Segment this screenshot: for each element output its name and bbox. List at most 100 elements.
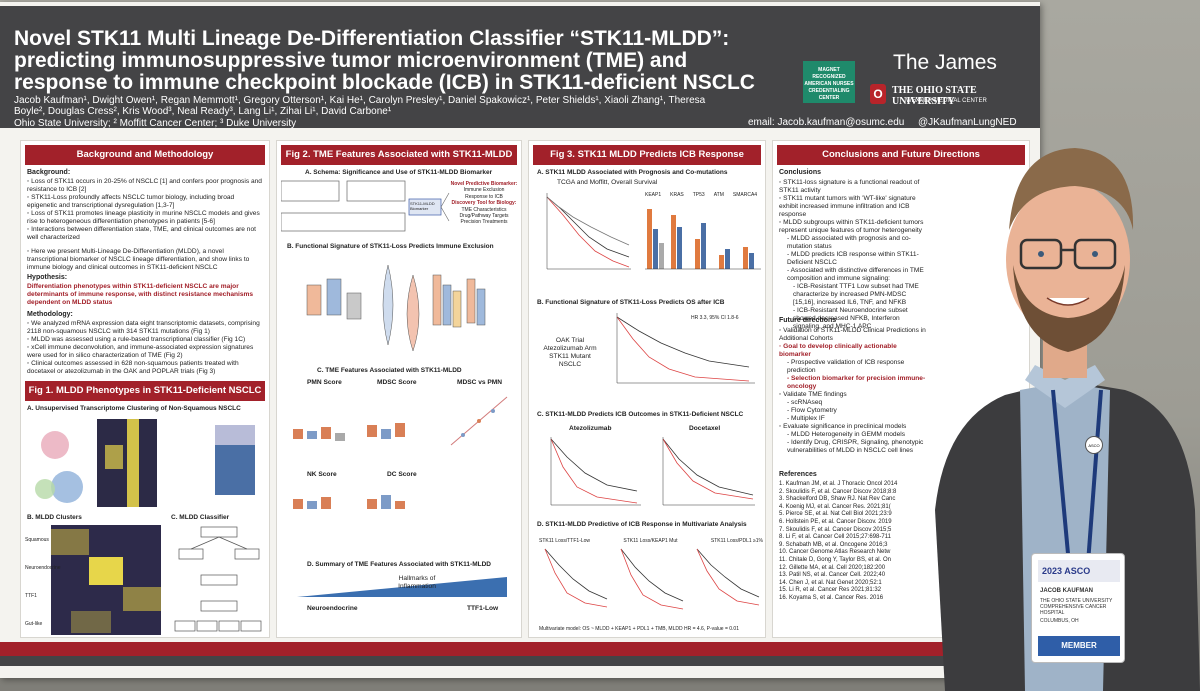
fig3d-survival bbox=[544, 548, 760, 610]
poster-footer-band bbox=[0, 642, 1040, 656]
fig2c-dc-label: DC Score bbox=[387, 471, 417, 478]
fig2b-label: B. Functional Signature of STK11-Loss Pr… bbox=[287, 243, 494, 250]
reference-item: 11. Chitale D, Gong Y, Taylor BS, et al.… bbox=[779, 556, 891, 563]
fig3b-trial: OAK Trial Atezolizumab Arm STK11 Mutant … bbox=[543, 337, 597, 368]
fig2c-panels bbox=[293, 396, 508, 509]
background-label: Background: bbox=[27, 169, 71, 176]
fig1c-label: C. MLDD Classifier bbox=[171, 514, 230, 521]
fig3a-subtitle: TCGA and Moffitt, Overall Survival bbox=[557, 179, 658, 186]
badge-year: 2023 ASCO bbox=[1038, 560, 1120, 582]
column-icb: Fig 3. STK11 MLDD Predicts ICB Response … bbox=[528, 140, 766, 638]
hypothesis-label: Hypothesis: bbox=[27, 274, 68, 281]
fig1a-label: A. Unsupervised Transcriptome Clustering… bbox=[27, 405, 241, 412]
reference-item: 1. Kaufman JM, et al. J Thoracic Oncol 2… bbox=[779, 481, 898, 487]
conference-badge: 2023 ASCO JACOB KAUFMAN THE OHIO STATE U… bbox=[1031, 553, 1125, 663]
methods-item: ◦ MLDD was assessed using a rule-based t… bbox=[27, 336, 246, 343]
reference-item: 14. Chen J, et al. Nat Genet 2020;52:1 bbox=[779, 579, 882, 586]
background-item: ◦ STK11-Loss profoundly affects NSCLC tu… bbox=[27, 194, 235, 209]
poster-authors: Jacob Kaufman¹, Dwight Owen¹, Regan Memm… bbox=[14, 95, 706, 117]
future-item: ◦ Validate TME findings bbox=[779, 391, 847, 398]
reference-item: 10. Cancer Genome Atlas Research Netw bbox=[779, 549, 891, 556]
fig2d-summary bbox=[297, 577, 507, 597]
badge-city: COLUMBUS, OH bbox=[1040, 618, 1079, 624]
fig3d-label: D. STK11-MLDD Predictive of ICB Response… bbox=[537, 521, 747, 528]
reference-item: 8. Li F, et al. Cancer Cell 2015;27:698-… bbox=[779, 534, 891, 541]
osu-logo-icon: O bbox=[870, 84, 886, 104]
fig3d-panel-label: STK11 Loss/TTF1-Low bbox=[539, 538, 591, 544]
fig2d-center: Hallmarks of Inflammation bbox=[398, 575, 436, 590]
section-head-background: Background and Methodology bbox=[25, 145, 265, 165]
fig1c-classifier-tree bbox=[174, 526, 262, 632]
poster-title: Novel STK11 Multi Lineage De-Differentia… bbox=[14, 27, 755, 94]
fig2c-mdsc-label: MDSC Score bbox=[377, 379, 417, 386]
lanyard-tag: ASCO bbox=[1085, 436, 1103, 454]
conclusions-list: ◦ STK11-loss signature is a functional r… bbox=[779, 179, 929, 331]
future-item: - scRNAseq bbox=[787, 399, 823, 406]
fig2a-outcome: TME Characteristics bbox=[461, 206, 507, 213]
fig3d-panel-label: STK11 Loss/KEAP1 Mut bbox=[623, 538, 678, 544]
fig3c-atezo: Atezolizumab bbox=[569, 425, 612, 432]
conclusion-item: - MLDD associated with prognosis and co-… bbox=[787, 235, 911, 250]
fig3a-gene: KEAP1 bbox=[645, 192, 662, 198]
column-tme: Fig 2. TME Features Associated with STK1… bbox=[276, 140, 522, 638]
fig2c-mdsc-vs-pmn-label: MDSC vs PMN bbox=[457, 379, 503, 386]
methods-label: Methodology: bbox=[27, 311, 73, 318]
research-poster: Novel STK11 Multi Lineage De-Differentia… bbox=[0, 2, 1040, 678]
fig1b-row-label: TTF1 bbox=[25, 593, 37, 599]
future-item: - Multiplex IF bbox=[787, 415, 825, 422]
fig2a-outcomes: Novel Predictive Biomarker: Immune Exclu… bbox=[449, 181, 519, 226]
fig1b-row-label: Gut-like bbox=[25, 621, 43, 627]
methods-list: ◦ We analyzed mRNA expression data eight… bbox=[27, 320, 265, 376]
column-background: Background and Methodology Background: ◦… bbox=[20, 140, 270, 638]
references-list: 1. Kaufman JM, et al. J Thoracic Oncol 2… bbox=[779, 481, 929, 603]
fig3a-gene: TP53 bbox=[692, 192, 705, 198]
reference-item: 5. Pierce SE, et al. Nat Cell Biol 2021;… bbox=[779, 511, 892, 518]
fig3a-gene: SMARCA4 bbox=[732, 192, 758, 198]
fig3d-panel-labels: STK11 Loss/TTF1-Low STK11 Loss/KEAP1 Mut… bbox=[539, 537, 763, 545]
fig2a-outcome: Precision Treatments bbox=[460, 219, 508, 226]
contact-handle: @JKaufmanLungNED bbox=[918, 117, 1017, 128]
background-item: ◦ Interactions between differentiation s… bbox=[27, 226, 256, 241]
mldd-intro: ◦ Here we present Multi-Lineage De-Diffe… bbox=[27, 248, 250, 271]
magnet-logo: MAGNET RECOGNIZED AMERICAN NURSES CREDEN… bbox=[803, 61, 855, 103]
methods-item: ◦ Clinical outcomes assessed in 628 non-… bbox=[27, 360, 239, 375]
methods-item: ◦ xCell immune deconvolution, and immune… bbox=[27, 344, 254, 359]
fig3a-survival-curves bbox=[546, 193, 631, 270]
future-item: - Identify Drug, CRISPR, Signaling, phen… bbox=[787, 439, 924, 454]
fig1b-row-label: Neuroendocrine bbox=[25, 565, 61, 571]
badge-member: MEMBER bbox=[1038, 636, 1120, 656]
future-list: ◦ Validation of STK11-MLDD Clinical Pred… bbox=[779, 327, 929, 455]
reference-item: 6. Hollstein PE, et al. Cancer Discov. 2… bbox=[779, 518, 892, 525]
badge-org: THE OHIO STATE UNIVERSITY COMPREHENSIVE … bbox=[1040, 598, 1113, 616]
reference-item: 12. Gillette MA, et al. Cell 2020;182:20… bbox=[779, 564, 886, 571]
poster-footer-dark bbox=[0, 656, 1040, 666]
fig3a-gene: KRAS bbox=[670, 192, 684, 198]
background-item: ◦ Loss of STK11 promotes lineage plastic… bbox=[27, 210, 260, 225]
fig1b-row-label: Squamous bbox=[25, 537, 49, 543]
fig2c-pmn-label: PMN Score bbox=[307, 379, 342, 386]
section-head-fig3: Fig 3. STK11 MLDD Predicts ICB Response bbox=[533, 145, 761, 165]
future-label: Future directions bbox=[779, 317, 837, 324]
fig2d-left: Neuroendocrine bbox=[307, 605, 358, 612]
future-item: - Prospective validation of ICB response… bbox=[787, 359, 905, 374]
badge-name: JACOB KAUFMAN bbox=[1040, 588, 1093, 594]
fig2a-center: STK11-MLDD Biomarker bbox=[410, 201, 435, 211]
fig2b-boxplots bbox=[306, 264, 486, 352]
conclusion-item: - Associated with distinctive difference… bbox=[787, 267, 924, 282]
fig3b-label: B. Functional Signature of STK11-Loss Pr… bbox=[537, 299, 725, 306]
conclusion-item: ◦ MLDD subgroups within STK11-deficient … bbox=[779, 219, 924, 234]
section-head-conclusions: Conclusions and Future Directions bbox=[777, 145, 1025, 165]
fig3d-footer: Multivariate model: OS ~ MLDD + KEAP1 + … bbox=[539, 626, 739, 632]
fig2a-outcome: Response to ICB bbox=[465, 193, 503, 200]
fig1b-heatmap bbox=[51, 525, 161, 635]
future-item: - Flow Cytometry bbox=[787, 407, 837, 414]
future-item: - MLDD Heterogeneity in GEMM models bbox=[787, 431, 905, 438]
fig1a-clustering bbox=[35, 419, 255, 507]
fig2a-label: A. Schema: Significance and Use of STK11… bbox=[305, 169, 493, 176]
reference-item: 3. Shackelford DB, Shaw RJ. Nat Rev Canc bbox=[779, 496, 896, 503]
fig3b-hr: HR 3.3, 95% CI 1.8-6 bbox=[691, 315, 739, 321]
reference-item: 13. Patil NS, et al. Cancer Cell. 2022;4… bbox=[779, 572, 886, 579]
conclusion-item: ◦ STK11 mutant tumors with 'WT-like' sig… bbox=[779, 195, 916, 218]
fig3a-genes: KEAP1 KRAS TP53 ATM SMARCA4 bbox=[645, 191, 763, 199]
fig2a-schema bbox=[281, 180, 450, 232]
